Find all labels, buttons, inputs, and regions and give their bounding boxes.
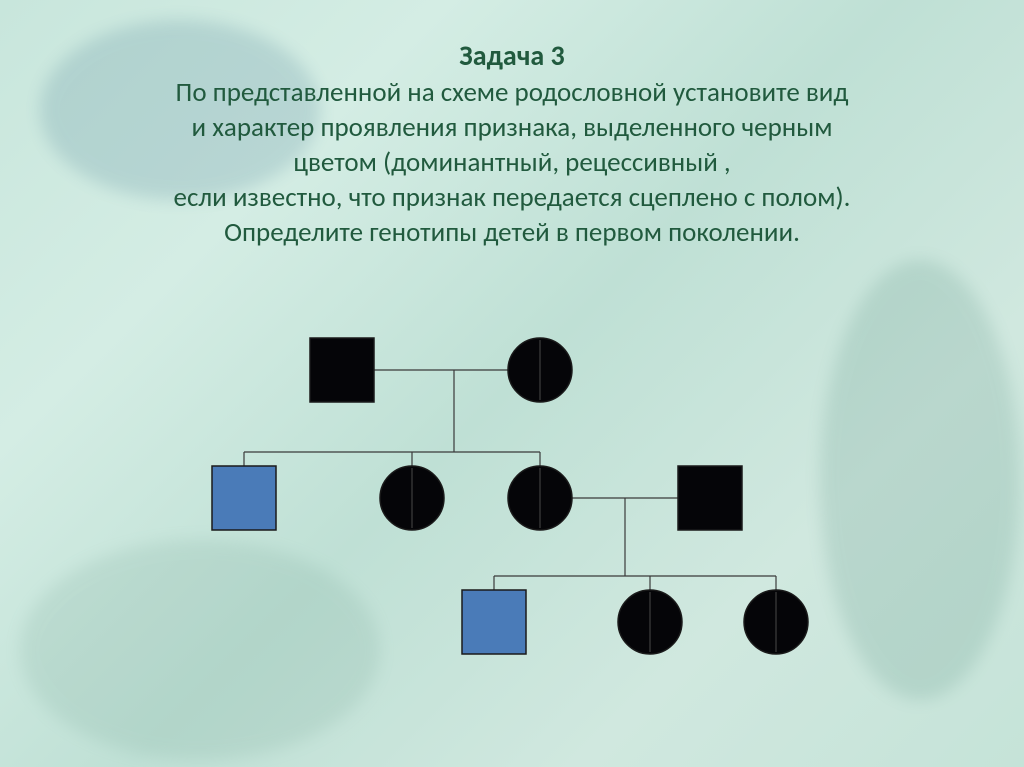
male-g2_son1 bbox=[212, 466, 276, 530]
male-g2_husband bbox=[678, 466, 742, 530]
male-g1_father bbox=[310, 338, 374, 402]
male-g3_son bbox=[462, 590, 526, 654]
pedigree-diagram bbox=[0, 0, 1024, 767]
